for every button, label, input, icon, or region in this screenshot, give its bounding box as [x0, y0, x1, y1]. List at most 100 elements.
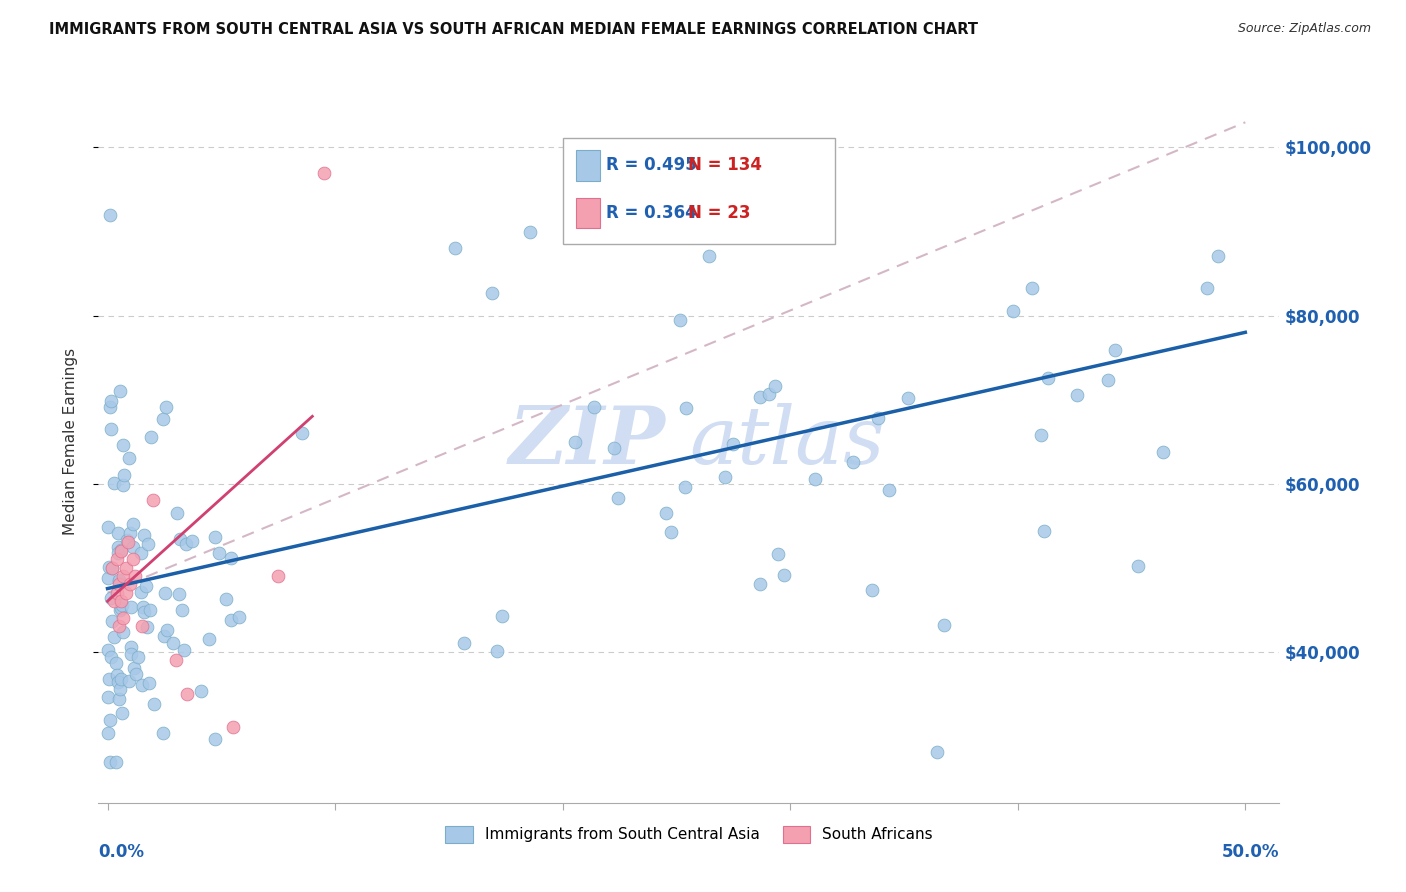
Point: [204, 530, 226, 544]
Point: [1038, 371, 1060, 385]
Point: [129, 546, 152, 560]
Point: [122, 661, 145, 675]
Point: [697, 249, 720, 263]
Point: [107, 525, 129, 540]
Point: [107, 573, 129, 587]
Point: [156, 623, 179, 637]
Point: [606, 491, 628, 505]
Point: [1097, 373, 1119, 387]
Point: [1128, 558, 1150, 573]
Point: [443, 241, 465, 255]
Point: [491, 608, 513, 623]
Point: [121, 516, 143, 531]
Point: [100, 614, 122, 628]
Point: [143, 697, 166, 711]
Point: [766, 547, 789, 561]
Point: [107, 692, 129, 706]
Point: [1066, 388, 1088, 402]
Point: [1195, 281, 1218, 295]
Point: [97, 690, 120, 705]
Point: [190, 683, 212, 698]
Point: [763, 379, 786, 393]
Point: [659, 525, 682, 540]
Point: [221, 720, 243, 734]
Point: [127, 650, 149, 665]
Point: [1002, 304, 1025, 318]
Point: [804, 472, 827, 486]
Point: [105, 552, 128, 566]
Point: [173, 643, 195, 657]
Point: [152, 726, 174, 740]
Point: [142, 493, 165, 508]
Point: [1033, 524, 1056, 538]
Point: [1104, 343, 1126, 357]
Text: R = 0.495: R = 0.495: [606, 156, 697, 174]
Point: [121, 552, 143, 566]
Point: [131, 678, 153, 692]
Point: [112, 468, 135, 483]
Y-axis label: Median Female Earnings: Median Female Earnings: [63, 348, 77, 535]
Point: [104, 656, 127, 670]
Point: [842, 455, 865, 469]
Point: [174, 537, 197, 551]
Point: [103, 475, 125, 490]
Point: [129, 585, 152, 599]
Point: [118, 451, 141, 466]
Point: [120, 577, 142, 591]
Point: [132, 605, 155, 619]
Point: [267, 569, 290, 583]
Point: [100, 394, 122, 409]
Text: N = 23: N = 23: [688, 204, 751, 222]
Point: [105, 586, 128, 600]
Point: [111, 706, 134, 721]
Point: [120, 600, 142, 615]
Point: [100, 649, 122, 664]
Point: [135, 579, 157, 593]
Point: [312, 166, 335, 180]
Text: atlas: atlas: [689, 403, 884, 480]
Point: [100, 591, 122, 606]
Point: [155, 585, 177, 599]
Point: [97, 571, 120, 585]
Point: [111, 598, 134, 612]
Point: [112, 569, 135, 583]
Point: [152, 629, 174, 643]
Point: [155, 400, 177, 414]
Point: [103, 594, 125, 608]
Point: [98, 208, 121, 222]
Text: IMMIGRANTS FROM SOUTH CENTRAL ASIA VS SOUTH AFRICAN MEDIAN FEMALE EARNINGS CORRE: IMMIGRANTS FROM SOUTH CENTRAL ASIA VS SO…: [49, 22, 979, 37]
Point: [758, 387, 780, 401]
Point: [162, 636, 184, 650]
Point: [519, 225, 541, 239]
Text: N = 134: N = 134: [688, 156, 762, 174]
Point: [169, 532, 191, 546]
Point: [108, 682, 131, 697]
Point: [165, 653, 187, 667]
Point: [897, 391, 920, 405]
Point: [215, 591, 238, 606]
Point: [219, 613, 242, 627]
Point: [138, 537, 160, 551]
Point: [291, 426, 314, 441]
Point: [97, 726, 120, 740]
Text: 0.0%: 0.0%: [98, 843, 145, 861]
Point: [105, 668, 128, 682]
Point: [1029, 428, 1052, 442]
Point: [927, 745, 949, 759]
Point: [748, 390, 770, 404]
Point: [101, 561, 124, 575]
Point: [1206, 249, 1229, 263]
Point: [219, 551, 242, 566]
Point: [136, 620, 159, 634]
Point: [166, 506, 188, 520]
Legend: Immigrants from South Central Asia, South Africans: Immigrants from South Central Asia, Sout…: [439, 820, 939, 849]
Point: [176, 687, 198, 701]
Point: [723, 437, 745, 451]
Point: [96, 520, 118, 534]
Point: [98, 714, 121, 728]
Point: [107, 546, 129, 560]
Text: 50.0%: 50.0%: [1222, 843, 1279, 861]
Point: [110, 672, 132, 686]
Point: [108, 619, 131, 633]
Point: [112, 611, 135, 625]
